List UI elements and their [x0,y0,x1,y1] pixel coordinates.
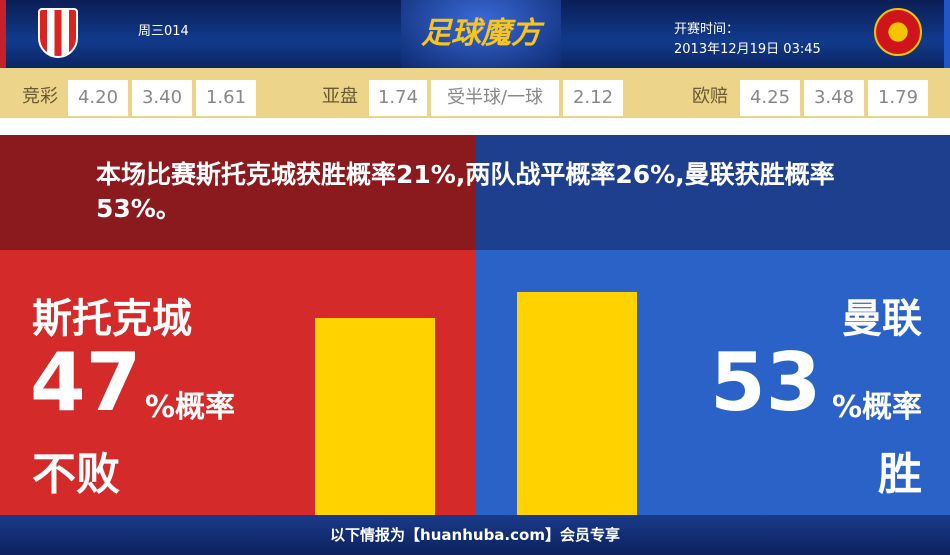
home-probability-bar [315,317,435,515]
stoke-city-crest-icon [38,8,78,58]
jc-label: 竞彩 [22,86,58,107]
yp-odds-home: 1.74 [369,80,427,116]
jc-odds-home: 4.20 [68,80,128,116]
away-probability-bar [517,292,637,515]
time-value: 2013年12月19日 03:45 [674,42,821,57]
home-percent: 47 [30,336,142,429]
home-panel: 斯托克城 47 %概率 不败 [0,250,476,515]
away-outcome: 胜 [878,449,922,500]
op-odds-away: 1.79 [868,80,928,116]
away-unit: %概率 [831,390,922,425]
away-percent: 53 [710,336,822,429]
summary-text: 本场比赛斯托克城获胜概率21%,两队战平概率26%,曼联获胜概率53%。 [96,160,835,223]
yp-odds-away: 2.12 [563,80,623,116]
home-unit: %概率 [145,390,236,425]
banner-away [476,135,950,250]
jc-odds-away: 1.61 [196,80,256,116]
home-outcome: 不败 [32,449,120,500]
odds-bar: 竞彩 4.20 3.40 1.61 亚盘 1.74 受半球/一球 2.12 欧赔… [0,68,950,118]
logo: 足球魔方 [401,0,561,68]
op-odds-home: 4.25 [740,80,800,116]
away-panel: 曼联 53 %概率 胜 [476,250,950,515]
yp-label: 亚盘 [322,86,358,107]
header: 周三014 足球魔方 开赛时间： 2013年12月19日 03:45 [0,0,950,68]
home-team-name: 斯托克城 [32,296,192,342]
away-team-name: 曼联 [842,296,922,342]
member-footer[interactable]: 以下情报为【huanhuba.com】会员专享 [0,515,950,555]
banner-home [0,135,476,250]
time-label: 开赛时间： [674,22,740,37]
op-odds-draw: 3.48 [804,80,864,116]
op-label: 欧赔 [692,86,728,107]
manchester-united-crest-icon [874,8,922,56]
yp-handicap: 受半球/一球 [431,80,559,116]
match-number: 周三014 [138,24,189,39]
jc-odds-draw: 3.40 [132,80,192,116]
